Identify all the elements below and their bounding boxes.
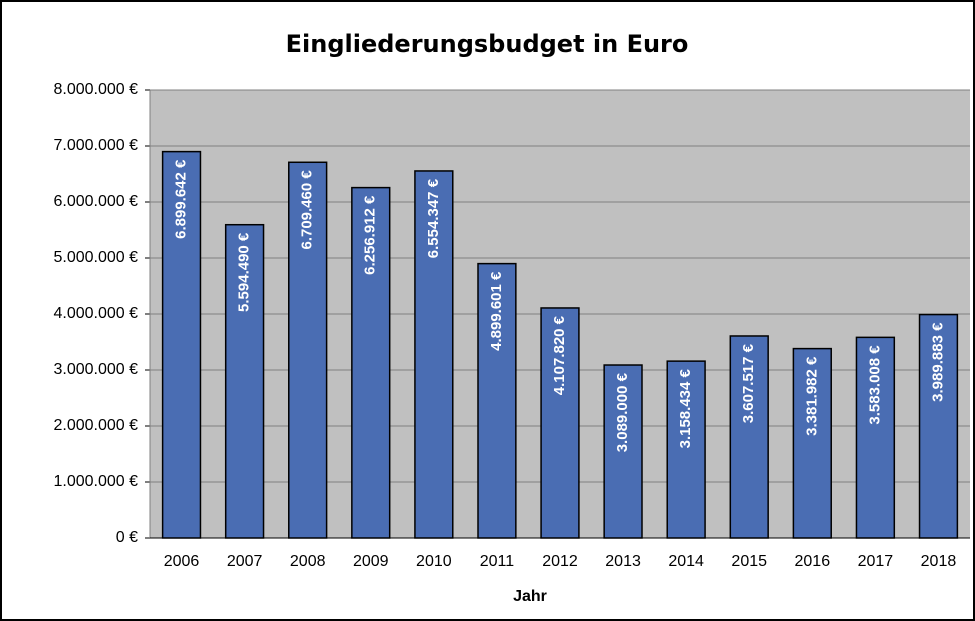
value-label: 5.594.490 € <box>236 232 253 312</box>
bar <box>477 262 517 539</box>
value-label: 3.158.434 € <box>677 368 694 448</box>
bar <box>855 336 896 539</box>
x-tick-label: 2008 <box>290 553 326 570</box>
value-label: 3.607.517 € <box>740 343 757 423</box>
value-label: 4.899.601 € <box>488 271 505 351</box>
value-label: 6.256.912 € <box>362 195 379 275</box>
y-tick-label: 5.000.000 € <box>53 249 138 266</box>
x-tick-label: 2006 <box>164 553 200 570</box>
x-tick-label: 2014 <box>668 553 704 570</box>
bar <box>540 307 580 539</box>
value-label: 6.709.460 € <box>299 170 316 250</box>
x-tick-label: 2007 <box>227 553 263 570</box>
y-tick-label: 8.000.000 € <box>53 81 138 98</box>
y-tick-label: 2.000.000 € <box>53 417 138 434</box>
bar <box>161 150 202 539</box>
y-tick-label: 0 € <box>116 529 138 546</box>
x-tick-label: 2012 <box>542 553 578 570</box>
bar <box>288 161 328 539</box>
y-tick-label: 3.000.000 € <box>53 361 138 378</box>
value-label: 4.107.820 € <box>551 315 568 395</box>
chart-title: Eingliederungsbudget in Euro <box>286 30 689 58</box>
x-tick-label: 2013 <box>605 553 641 570</box>
value-label: 6.554.347 € <box>425 178 442 258</box>
bar <box>224 223 265 539</box>
y-tick-label: 4.000.000 € <box>53 305 138 322</box>
x-tick-label: 2010 <box>416 553 452 570</box>
x-tick-label: 2015 <box>731 553 767 570</box>
y-tick-label: 7.000.000 € <box>53 137 138 154</box>
x-tick-label: 2011 <box>480 553 515 570</box>
y-tick-label: 1.000.000 € <box>53 473 138 490</box>
bar <box>666 360 706 539</box>
x-tick-label: 2016 <box>795 553 831 570</box>
value-label: 6.899.642 € <box>173 159 190 239</box>
bar <box>729 335 769 539</box>
bar <box>918 313 959 539</box>
value-label: 3.583.008 € <box>866 345 883 425</box>
value-label: 3.381.982 € <box>803 356 820 436</box>
value-label: 3.989.883 € <box>929 322 946 402</box>
x-tick-label: 2009 <box>353 553 389 570</box>
x-axis-label: Jahr <box>513 588 547 605</box>
y-tick-label: 6.000.000 € <box>53 193 138 210</box>
x-tick-label: 2018 <box>921 553 957 570</box>
bar <box>351 186 391 539</box>
bar <box>792 347 832 539</box>
value-label: 3.089.000 € <box>614 372 631 452</box>
x-tick-label: 2017 <box>858 553 894 570</box>
bar <box>414 170 454 539</box>
bar <box>603 364 643 539</box>
